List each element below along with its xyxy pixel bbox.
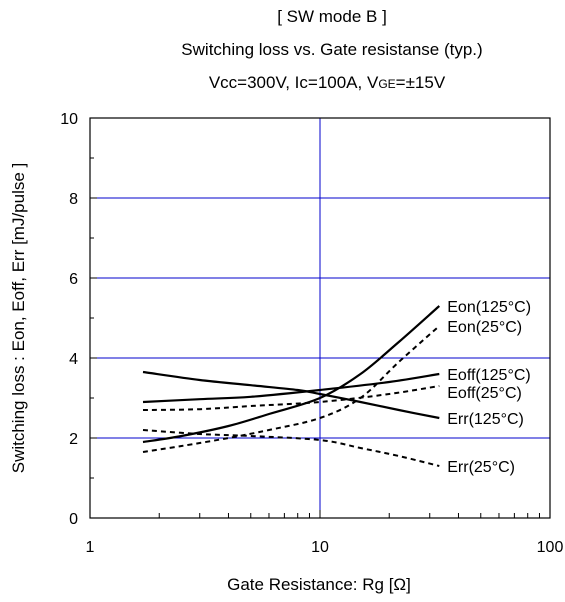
y-tick-label: 2 [69,431,78,448]
y-tick-label: 6 [69,271,78,288]
series-line-eoff-25-c [142,385,440,411]
series-label-eoff-25-c: Eoff(25°C) [447,385,522,402]
x-tick-label: 100 [537,539,564,556]
y-tick-label: 10 [60,111,78,128]
series-line-err-125-c [142,370,440,420]
series-group [142,305,441,467]
y-axis-label: Switching loss : Eon, Eoff, Err [mJ/puls… [9,163,28,474]
series-label-eoff-125-c: Eoff(125°C) [447,367,530,384]
series-line-eon-25-c [142,325,440,453]
conditions-prefix: Vcc=300V, Ic=100A, [209,73,367,92]
series-label-err-125-c: Err(125°C) [447,411,524,428]
series-line-err-25-c [142,429,440,467]
series-line-eoff-125-c [142,372,440,404]
chart-title: [ SW mode B ] [277,7,387,26]
series-line-eon-125-c [142,305,441,444]
conditions-v-main: V [367,73,379,92]
series-label-err-25-c: Err(25°C) [447,459,515,476]
y-tick-label: 4 [69,351,78,368]
chart-subtitle: Switching loss vs. Gate resistanse (typ.… [181,40,482,59]
chart-conditions: Vcc=300V, Ic=100A, VGE=±15V [209,73,446,92]
series-label-eon-25-c: Eon(25°C) [447,319,522,336]
grid [90,118,550,518]
axis-ticks [89,117,551,519]
conditions-v-sub: GE [378,77,395,91]
y-tick-labels: 0 2 4 6 8 10 [60,111,78,528]
series-labels: Eon(125°C) Eon(25°C) Eoff(125°C)Eoff(25°C)… [447,299,531,476]
y-tick-label: 0 [69,511,78,528]
x-tick-labels: 1 10 100 [86,539,564,556]
y-tick-label: 8 [69,191,78,208]
x-axis-label: Gate Resistance: Rg [Ω] [227,575,411,594]
x-tick-label: 1 [86,539,95,556]
conditions-v-value: =±15V [396,73,446,92]
x-tick-label: 10 [311,539,329,556]
series-label-eon-125-c: Eon(125°C) [447,299,531,316]
